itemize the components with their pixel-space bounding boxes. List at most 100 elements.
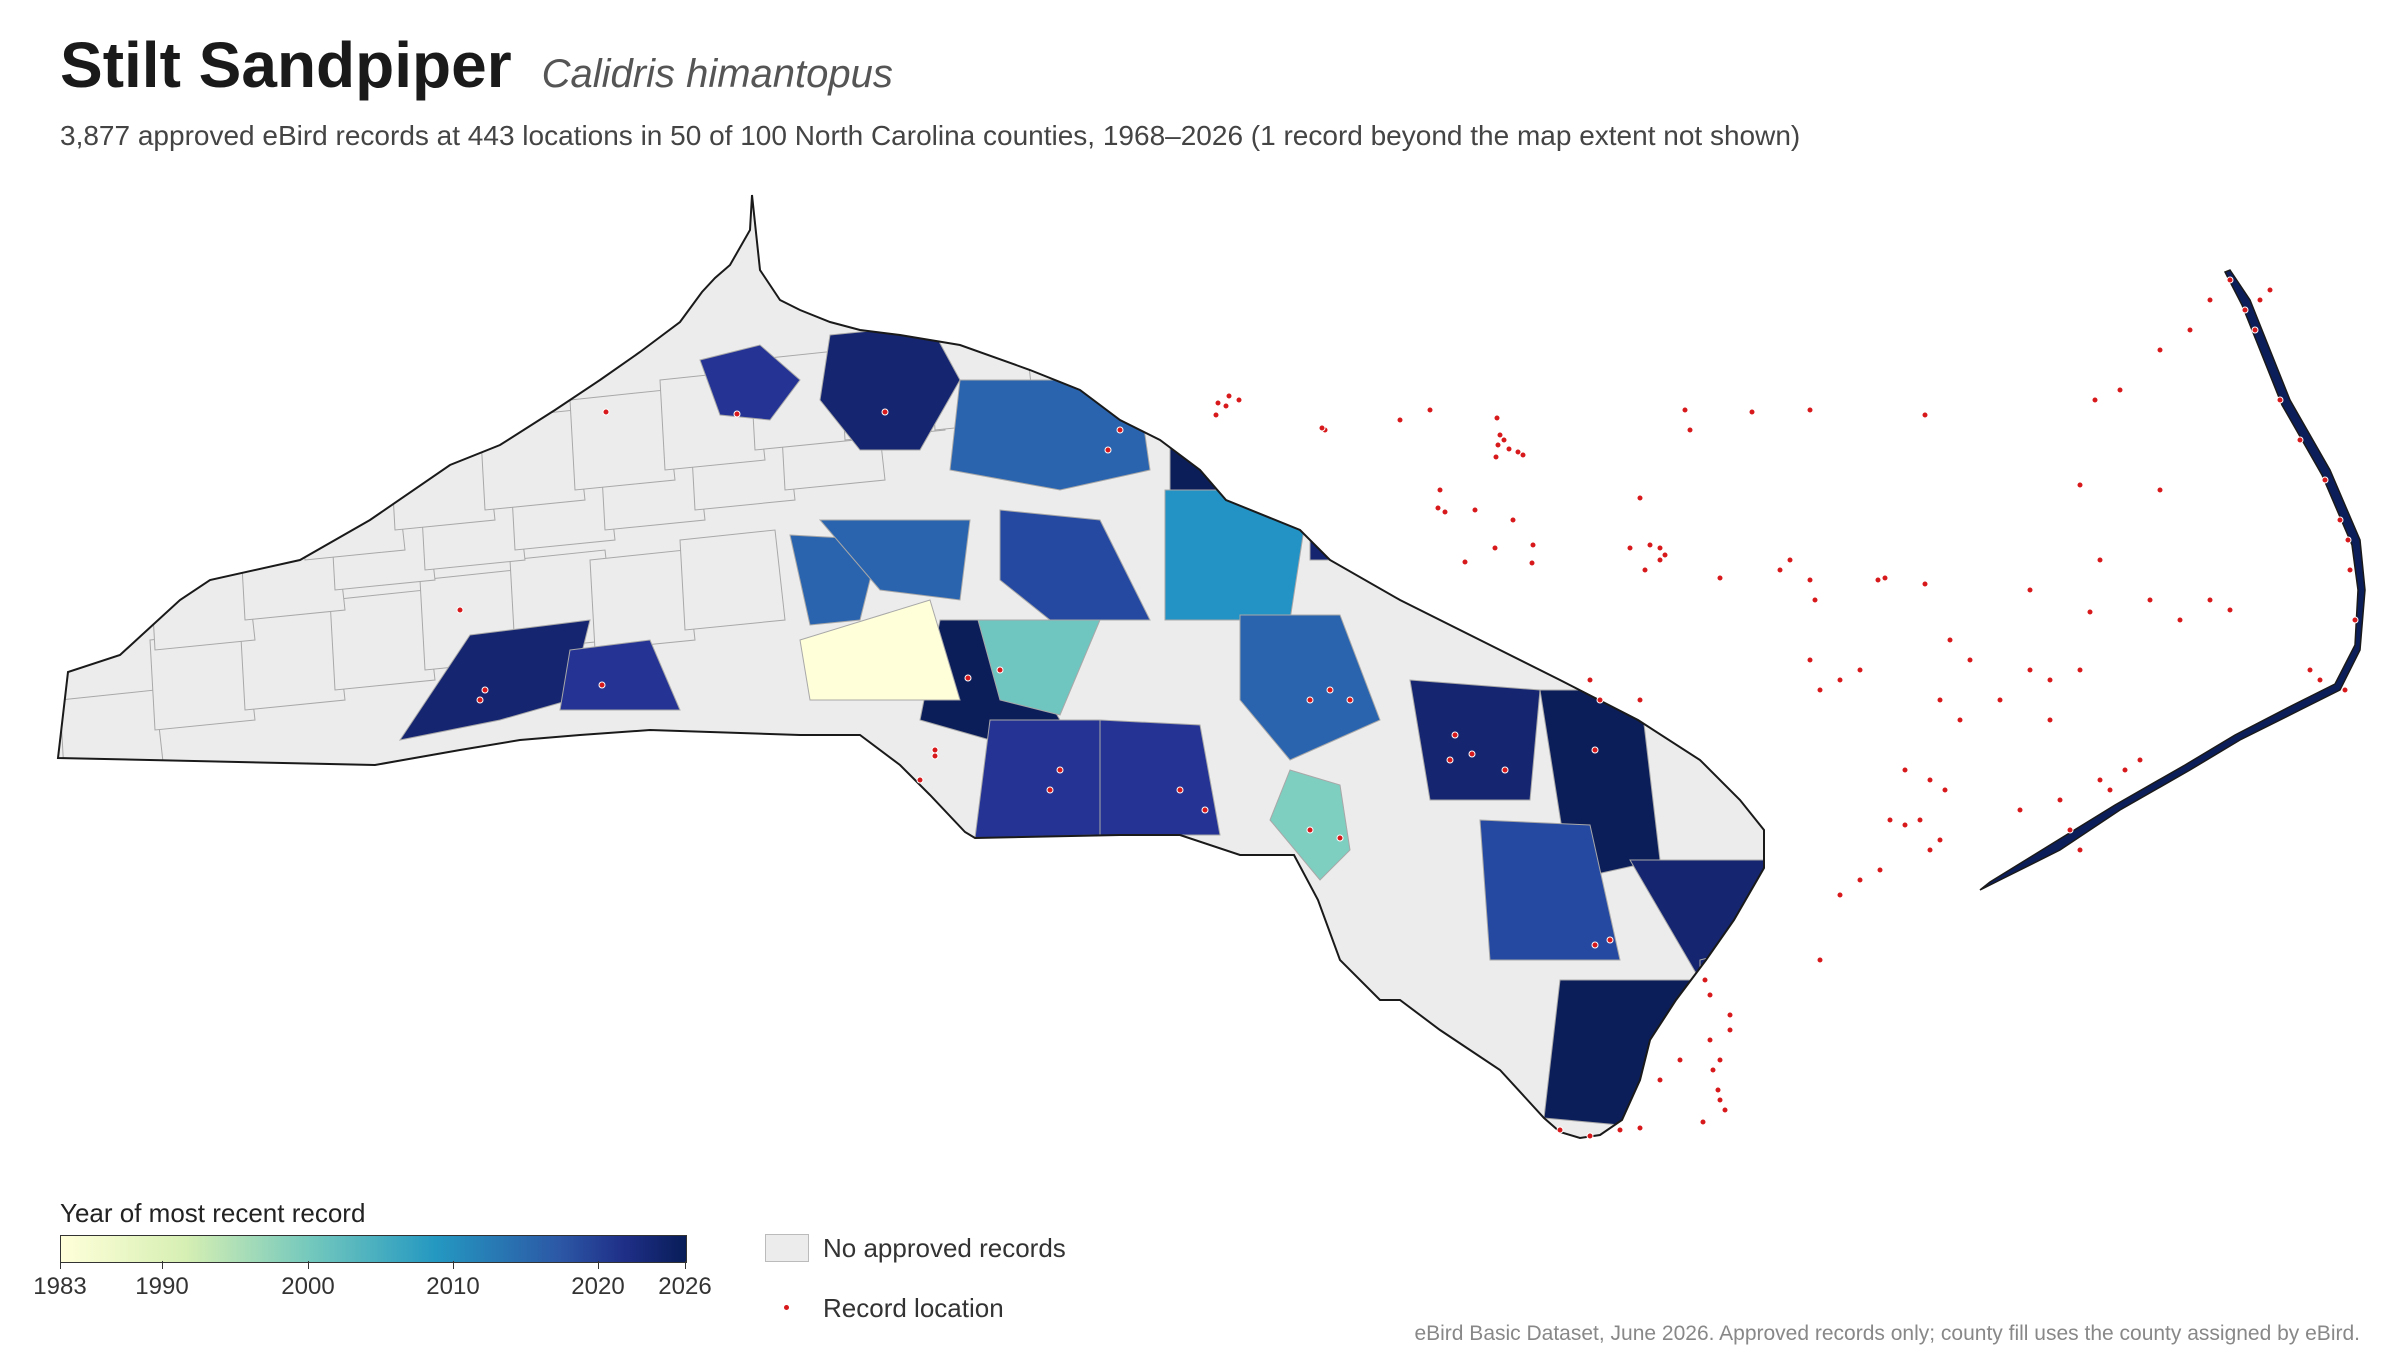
- record-dot: [2156, 486, 2164, 494]
- county-filled: [1780, 780, 1960, 950]
- record-dot: [1591, 941, 1599, 949]
- county-filled: [1489, 289, 1571, 441]
- barrier-island: [1979, 269, 2366, 891]
- county-filled: [974, 719, 1101, 839]
- record-dot: [2076, 666, 2084, 674]
- county-filled: [1739, 649, 1764, 741]
- record-dot: [1748, 408, 1756, 416]
- county-filled: [1629, 389, 1731, 541]
- record-dot: [916, 776, 924, 784]
- record-dot: [2296, 436, 2304, 444]
- record-dot: [1706, 1036, 1714, 1044]
- record-dot: [1306, 826, 1314, 834]
- record-dot: [1176, 786, 1184, 794]
- record-dot: [1056, 766, 1064, 774]
- record-dot: [2316, 676, 2324, 684]
- record-dot: [2344, 536, 2352, 544]
- record-dot: [2096, 776, 2104, 784]
- county-filled: [1543, 979, 1764, 1126]
- record-dot: [2266, 286, 2274, 294]
- county-filled: [2000, 460, 2110, 580]
- record-dot: [1556, 1126, 1564, 1134]
- county-filled: [1728, 284, 1764, 391]
- record-dot: [1856, 666, 1864, 674]
- county-filled: [1800, 510, 1940, 650]
- record-dot: [2341, 686, 2349, 694]
- county-filled: [799, 599, 961, 701]
- record-dot: [1491, 544, 1499, 552]
- record-dot: [1446, 756, 1454, 764]
- record-dot: [1636, 494, 1644, 502]
- county-filled: [1709, 299, 1764, 441]
- record-dot: [1591, 746, 1599, 754]
- record-dot: [996, 666, 1004, 674]
- record-dot: [2346, 566, 2354, 574]
- county-filled: [818, 519, 971, 601]
- record-dot: [1676, 1056, 1684, 1064]
- tick-label: 1983: [33, 1273, 87, 1300]
- county-no-records: [59, 689, 166, 791]
- record-dot: [1996, 696, 2004, 704]
- record-dot: [1646, 541, 1654, 549]
- record-dot: [2156, 346, 2164, 354]
- record-dot: [1509, 516, 1517, 524]
- scientific-name: Calidris himantopus: [541, 52, 893, 96]
- record-dot: [1606, 936, 1614, 944]
- county-filled: [1659, 559, 1764, 721]
- record-dot: [2256, 296, 2264, 304]
- title-row: Stilt Sandpiper Calidris himantopus: [60, 28, 893, 102]
- record-dot: [1396, 416, 1404, 424]
- record-dot: [1222, 402, 1230, 410]
- record-dot: [1636, 1124, 1644, 1132]
- record-dot: [1921, 580, 1929, 588]
- record-dot: [2076, 481, 2084, 489]
- record-dot: [2146, 596, 2154, 604]
- record-dot: [1468, 750, 1476, 758]
- record-dot: [476, 696, 484, 704]
- record-dot: [2076, 846, 2084, 854]
- record-dot: [1701, 976, 1709, 984]
- record-dot: [2276, 396, 2284, 404]
- record-dot: [2136, 756, 2144, 764]
- record-dot: [1816, 686, 1824, 694]
- record-dot: [1426, 406, 1434, 414]
- record-dot: [1505, 445, 1513, 453]
- county-filled: [1299, 384, 1381, 511]
- record-dot-icon: [784, 1305, 789, 1310]
- source-note: eBird Basic Dataset, June 2026. Approved…: [1414, 1322, 2360, 1345]
- county-filled: [1409, 679, 1541, 801]
- record-dot: [1225, 392, 1233, 400]
- record-dot: [1661, 551, 1669, 559]
- record-dot: [1926, 846, 1934, 854]
- record-dot: [1500, 436, 1508, 444]
- record-dot: [1921, 411, 1929, 419]
- county-no-records: [389, 429, 496, 531]
- record-dot: [931, 746, 939, 754]
- county-filled: [1980, 700, 2120, 780]
- legend-title: Year of most recent record: [60, 1198, 366, 1228]
- record-dot: [1528, 559, 1536, 567]
- record-dot: [2106, 786, 2114, 794]
- county-filled: [699, 344, 801, 421]
- record-dot: [1493, 414, 1501, 422]
- record-dot: [1856, 876, 1864, 884]
- county-filled: [977, 619, 1101, 716]
- record-dot: [1956, 716, 1964, 724]
- county-filled: [1930, 660, 2110, 760]
- record-dot: [1529, 541, 1537, 549]
- record-dot: [2226, 276, 2234, 284]
- county-filled: [1169, 384, 1301, 501]
- record-dot: [1046, 786, 1054, 794]
- record-dot: [598, 681, 606, 689]
- record-dot: [1496, 431, 1504, 439]
- county-filled: [1099, 719, 1221, 836]
- record-dot: [1434, 504, 1442, 512]
- record-dot: [2046, 676, 2054, 684]
- record-dot: [1641, 566, 1649, 574]
- record-dot: [931, 752, 939, 760]
- record-dot: [1806, 656, 1814, 664]
- barrier-islands: [1979, 269, 2366, 891]
- record-dot: [2026, 666, 2034, 674]
- record-dot: [1706, 991, 1714, 999]
- record-dot: [1901, 766, 1909, 774]
